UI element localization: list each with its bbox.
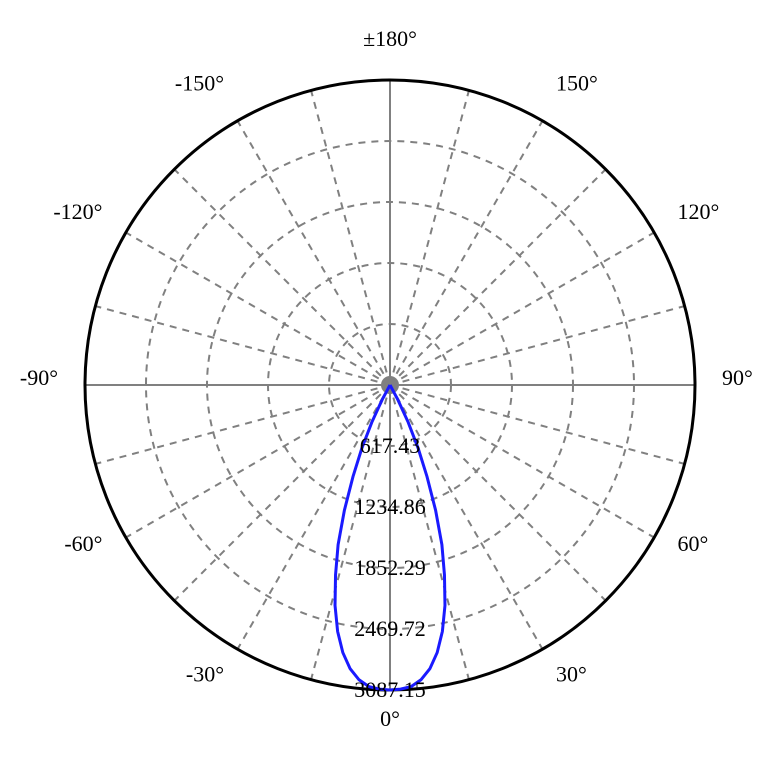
angle-tick-label: -120° xyxy=(53,199,102,224)
angle-tick-label: -90° xyxy=(20,365,58,390)
radial-tick-label: 3087.15 xyxy=(354,677,426,702)
angle-tick-label: ±180° xyxy=(363,26,417,51)
angle-tick-label: -60° xyxy=(64,531,102,556)
radial-tick-label: 1234.86 xyxy=(354,494,426,519)
angle-tick-label: 150° xyxy=(556,70,598,95)
angle-tick-label: -30° xyxy=(186,662,224,687)
angle-tick-label: 30° xyxy=(556,662,587,687)
angle-tick-label: 60° xyxy=(678,531,709,556)
angle-tick-label: 90° xyxy=(722,365,753,390)
polar-chart: 617.43 1234.86 1852.29 2469.72 3087.15 0° 30° 6… xyxy=(0,0,773,767)
angle-tick-label: 120° xyxy=(678,199,720,224)
radial-tick-label: 1852.29 xyxy=(354,555,426,580)
angle-tick-label: -150° xyxy=(175,70,224,95)
angle-tick-label: 0° xyxy=(380,706,400,731)
radial-tick-label: 2469.72 xyxy=(354,616,426,641)
radial-tick-label: 617.43 xyxy=(360,433,421,458)
